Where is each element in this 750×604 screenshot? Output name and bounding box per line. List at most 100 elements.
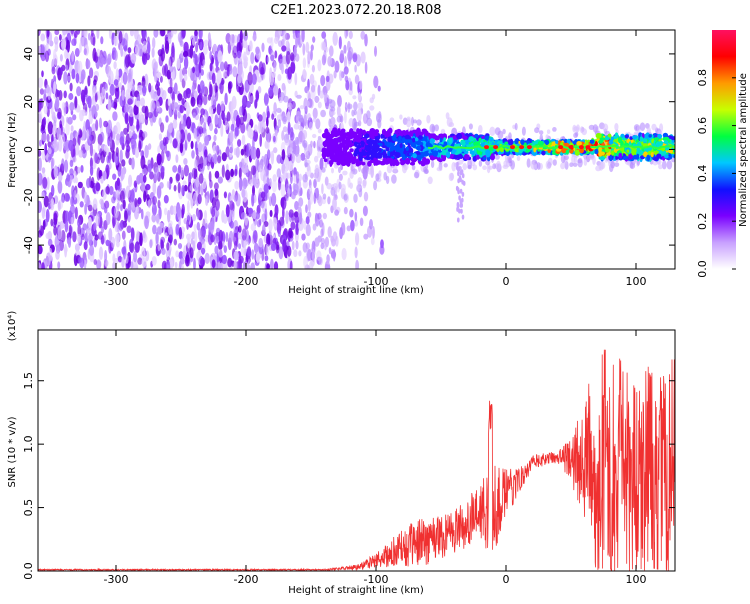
x-tick-label: 100 bbox=[626, 573, 647, 586]
noise-blob bbox=[241, 134, 246, 146]
noise-blob bbox=[133, 104, 139, 116]
noise-blob bbox=[241, 188, 246, 198]
noise-blob bbox=[179, 142, 184, 154]
noise-blob bbox=[364, 61, 368, 74]
halo-blob bbox=[423, 166, 427, 173]
noise-blob bbox=[165, 150, 170, 158]
noise-blob bbox=[202, 225, 206, 237]
peak-spot bbox=[558, 145, 564, 150]
noise-blob bbox=[38, 77, 44, 89]
noise-blob bbox=[57, 226, 63, 240]
noise-blob bbox=[238, 232, 243, 240]
signal-blob bbox=[370, 145, 375, 150]
noise-blob bbox=[122, 199, 126, 210]
noise-blob bbox=[270, 54, 275, 61]
noise-blob bbox=[194, 141, 198, 152]
halo-blob bbox=[369, 97, 374, 104]
noise-blob bbox=[103, 144, 108, 152]
noise-blob bbox=[100, 36, 104, 45]
noise-blob bbox=[252, 210, 257, 220]
noise-blob bbox=[139, 111, 143, 123]
halo-blob bbox=[492, 163, 497, 170]
signal-blob bbox=[420, 160, 426, 167]
noise-blob bbox=[192, 112, 197, 119]
noise-blob bbox=[175, 154, 179, 164]
noise-blob bbox=[169, 135, 173, 144]
noise-blob bbox=[126, 122, 130, 133]
noise-blob bbox=[343, 66, 349, 75]
noise-blob bbox=[211, 95, 217, 110]
noise-blob bbox=[154, 61, 158, 71]
noise-blob bbox=[251, 73, 257, 85]
noise-blob bbox=[150, 100, 156, 112]
noise-blob bbox=[81, 69, 86, 81]
halo-blob bbox=[353, 121, 360, 127]
halo-blob bbox=[369, 105, 375, 111]
signal-blob bbox=[336, 161, 341, 166]
noise-blob bbox=[245, 166, 249, 174]
signal-blob bbox=[439, 138, 443, 143]
signal-blob bbox=[398, 148, 405, 152]
noise-blob bbox=[193, 223, 197, 233]
noise-blob bbox=[84, 203, 87, 215]
signal-blob bbox=[514, 138, 519, 145]
noise-blob bbox=[273, 85, 279, 96]
noise-blob bbox=[303, 111, 308, 123]
noise-blob bbox=[235, 193, 241, 207]
noise-blob bbox=[320, 41, 326, 51]
noise-blob bbox=[152, 37, 156, 49]
noise-blob bbox=[113, 34, 119, 46]
noise-blob bbox=[359, 217, 364, 227]
halo-blob bbox=[304, 148, 309, 156]
halo-blob bbox=[287, 187, 291, 198]
noise-blob bbox=[345, 79, 350, 91]
noise-blob bbox=[188, 172, 193, 180]
noise-blob bbox=[281, 130, 285, 141]
noise-blob bbox=[360, 51, 366, 64]
halo-blob bbox=[298, 173, 302, 182]
colorbar-label: Normalized spectral amplitude bbox=[738, 73, 749, 227]
noise-blob bbox=[159, 75, 163, 83]
noise-blob bbox=[127, 210, 131, 223]
noise-blob bbox=[339, 50, 345, 61]
noise-blob bbox=[134, 241, 140, 253]
noise-blob bbox=[273, 147, 278, 154]
noise-blob bbox=[310, 49, 313, 61]
noise-blob bbox=[247, 71, 253, 86]
noise-blob bbox=[310, 44, 314, 51]
noise-blob bbox=[329, 45, 334, 57]
noise-blob bbox=[311, 249, 315, 263]
noise-blob bbox=[218, 240, 223, 251]
signal-blob bbox=[610, 150, 615, 156]
halo-blob bbox=[373, 180, 378, 191]
halo-blob bbox=[440, 128, 446, 135]
noise-blob bbox=[109, 136, 112, 149]
signal-blob bbox=[349, 148, 354, 153]
signal-blob bbox=[393, 133, 397, 138]
noise-blob bbox=[275, 241, 280, 254]
noise-blob bbox=[121, 230, 126, 240]
noise-blob bbox=[215, 198, 220, 211]
noise-blob bbox=[302, 242, 308, 253]
noise-blob bbox=[137, 257, 143, 265]
noise-blob bbox=[96, 48, 101, 58]
noise-blob bbox=[183, 158, 188, 165]
noise-blob bbox=[119, 136, 125, 146]
noise-blob bbox=[45, 252, 52, 266]
halo-blob bbox=[315, 172, 320, 183]
noise-blob bbox=[63, 71, 68, 85]
noise-blob bbox=[183, 56, 189, 70]
noise-blob bbox=[207, 163, 210, 171]
noise-blob bbox=[192, 66, 196, 74]
noise-blob bbox=[373, 75, 379, 89]
noise-blob bbox=[59, 120, 62, 129]
noise-blob bbox=[51, 66, 56, 75]
signal-blob bbox=[576, 141, 582, 146]
noise-blob bbox=[151, 47, 155, 58]
signal-blob bbox=[393, 151, 399, 157]
signal-blob bbox=[419, 142, 424, 146]
noise-blob bbox=[168, 57, 171, 71]
noise-blob bbox=[255, 90, 260, 101]
noise-blob bbox=[39, 157, 42, 171]
